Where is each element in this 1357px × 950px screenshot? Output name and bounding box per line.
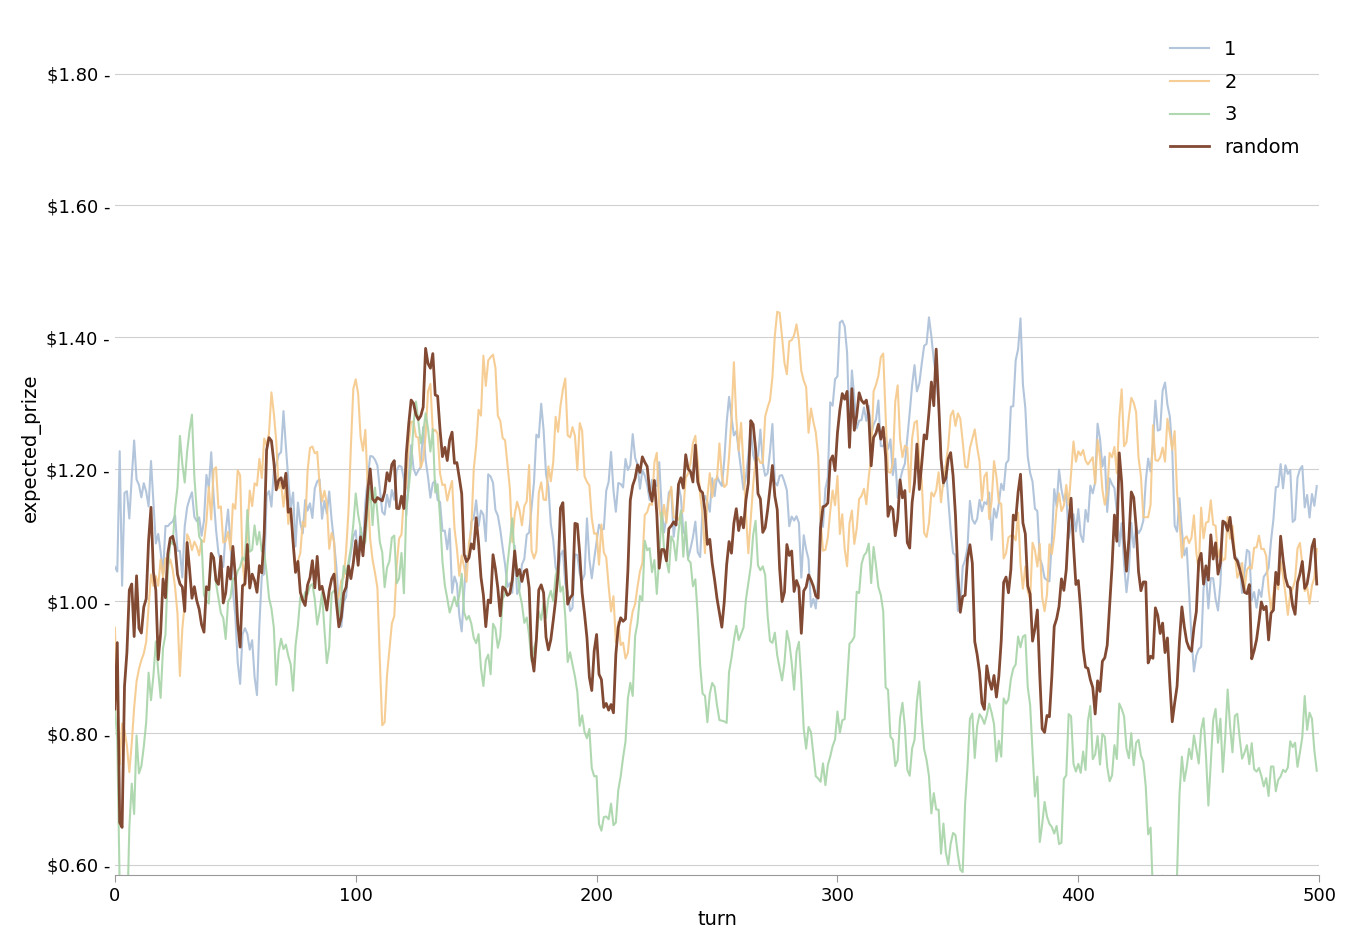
Line: 2: 2 — [115, 312, 1316, 772]
3 — [826, 733, 843, 745]
3 — [408, 396, 425, 408]
random — [114, 822, 130, 833]
1 — [248, 690, 265, 701]
random — [689, 476, 706, 487]
Line: random: random — [115, 349, 1316, 827]
2 — [1308, 543, 1324, 555]
1 — [1308, 481, 1324, 492]
random — [107, 703, 123, 714]
2 — [769, 306, 786, 317]
3 — [1096, 732, 1113, 743]
2 — [1096, 499, 1113, 510]
random — [761, 483, 778, 494]
1 — [760, 467, 776, 479]
1 — [1285, 516, 1301, 527]
random — [418, 343, 434, 354]
3 — [107, 703, 123, 714]
3 — [683, 557, 699, 568]
1 — [921, 312, 938, 323]
Line: 3: 3 — [115, 402, 1316, 929]
X-axis label: turn: turn — [697, 910, 737, 929]
1 — [680, 552, 696, 563]
2 — [687, 430, 703, 442]
2 — [826, 500, 843, 511]
Legend: 1, 2, 3, random: 1, 2, 3, random — [1160, 30, 1310, 167]
3 — [1308, 765, 1324, 776]
3 — [119, 923, 136, 935]
Line: 1: 1 — [115, 317, 1316, 695]
3 — [689, 611, 706, 622]
2 — [760, 402, 776, 413]
2 — [1285, 583, 1301, 595]
1 — [825, 400, 841, 411]
random — [683, 466, 699, 477]
2 — [121, 767, 137, 778]
random — [1285, 600, 1301, 612]
3 — [761, 636, 778, 647]
2 — [107, 622, 123, 634]
2 — [680, 467, 696, 479]
1 — [107, 561, 123, 573]
random — [826, 465, 843, 476]
Y-axis label: expected_prize: expected_prize — [20, 373, 41, 522]
random — [1308, 579, 1324, 590]
1 — [1096, 451, 1113, 463]
1 — [687, 516, 703, 527]
3 — [1285, 741, 1301, 752]
random — [1096, 652, 1113, 663]
